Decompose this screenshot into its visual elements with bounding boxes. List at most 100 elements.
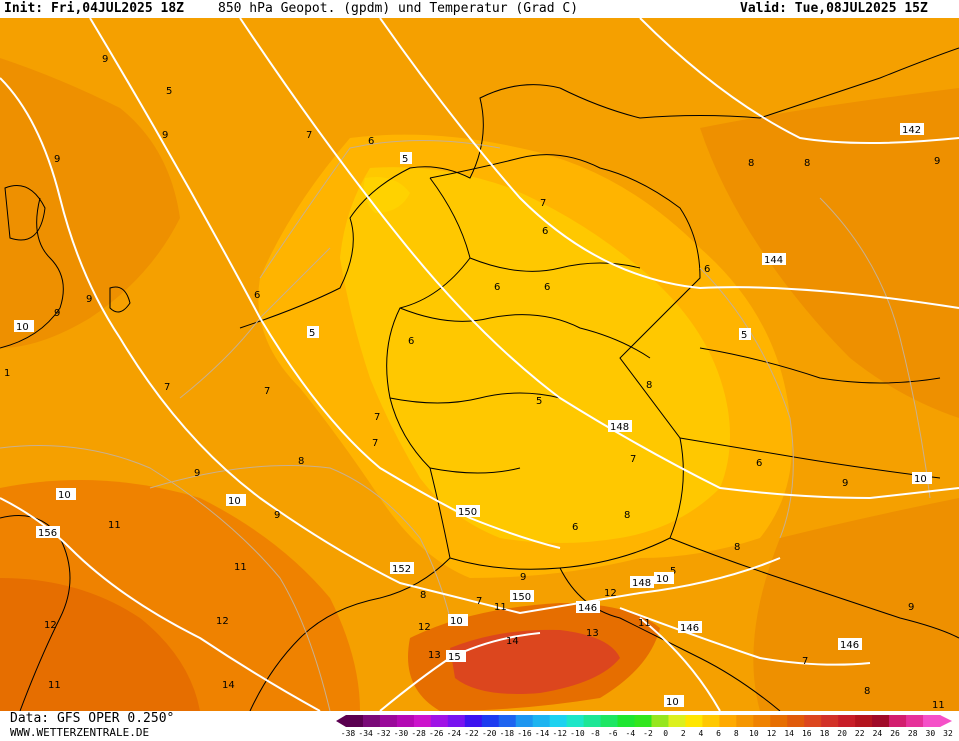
colorbar-tick: -18 — [499, 729, 515, 738]
temperature-label: 6 — [494, 282, 500, 293]
temperature-label: 12 — [216, 616, 229, 627]
colorbar-swatch — [481, 715, 500, 727]
temperature-label: 9 — [162, 130, 168, 141]
temperature-label: 7 — [264, 386, 270, 397]
temperature-label: 9 — [274, 510, 280, 521]
temp-field-alps-hot — [450, 629, 620, 694]
temperature-label: 10 — [56, 488, 76, 501]
svg-text:6: 6 — [542, 226, 548, 237]
temperature-label: 5 — [166, 86, 172, 97]
colorbar-tick: 30 — [925, 729, 936, 738]
temperature-label: 9 — [908, 602, 914, 613]
temperature-label: 13 — [428, 650, 441, 661]
svg-text:7: 7 — [630, 454, 636, 465]
temperature-label: 5 — [536, 396, 542, 407]
svg-text:9: 9 — [520, 572, 526, 583]
geopotential-label: 156 — [36, 526, 60, 539]
colorbar-swatch — [855, 715, 873, 727]
colorbar-tick: -34 — [358, 729, 373, 738]
svg-text:9: 9 — [842, 478, 848, 489]
colorbar-tick: 18 — [819, 729, 830, 738]
svg-text:9: 9 — [274, 510, 280, 521]
temperature-label: 7 — [540, 198, 546, 209]
colorbar-tick: -26 — [429, 729, 444, 738]
temperature-label: 10 — [912, 472, 932, 485]
colorbar-swatch — [821, 715, 839, 727]
colorbar-swatch — [923, 715, 941, 727]
temperature-label: 5 — [670, 566, 676, 577]
geopotential-label: 150 — [510, 590, 534, 603]
temperature-label: 7 — [164, 382, 170, 393]
svg-text:13: 13 — [428, 650, 441, 661]
colorbar-swatch — [702, 715, 720, 727]
temperature-label: 8 — [420, 590, 426, 601]
temperature-label: 6 — [544, 282, 550, 293]
colorbar-tick: 12 — [766, 729, 777, 738]
temperature-label: 5 — [400, 152, 412, 165]
temperature-label: 8 — [298, 456, 304, 467]
colorbar-swatch — [719, 715, 737, 727]
colorbar-tick: 6 — [716, 729, 721, 738]
colorbar-tick: -32 — [376, 729, 391, 738]
colorbar-tick: 26 — [890, 729, 900, 738]
temperature-label: 5 — [307, 326, 319, 339]
colorbar-swatch — [906, 715, 924, 727]
svg-text:6: 6 — [408, 336, 414, 347]
svg-text:9: 9 — [194, 468, 200, 479]
geopotential-label-layer: 142 144 146 146 146 148 148 150 150 152 … — [36, 123, 924, 651]
data-source: Data: GFS OPER 0.250° — [10, 711, 175, 726]
colorbar-swatch — [872, 715, 890, 727]
svg-text:144: 144 — [764, 255, 783, 266]
colorbar-tick: -30 — [393, 729, 409, 738]
geopotential-label: 148 — [630, 576, 654, 589]
temperature-label: 6 — [704, 264, 710, 275]
colorbar-tick: 32 — [943, 729, 953, 738]
svg-text:11: 11 — [48, 680, 61, 691]
temperature-label: 10 — [14, 320, 34, 333]
colorbar-tick: 0 — [663, 729, 669, 738]
temperature-label: 14 — [222, 680, 235, 691]
colorbar-tick: 28 — [907, 729, 918, 738]
svg-text:11: 11 — [638, 618, 651, 629]
geopotential-label: 148 — [608, 420, 632, 433]
temperature-label: 8 — [864, 686, 870, 697]
svg-text:8: 8 — [864, 686, 870, 697]
svg-text:148: 148 — [610, 422, 629, 433]
temperature-label: 9 — [54, 308, 60, 319]
colorbar-tick: -14 — [534, 729, 550, 738]
svg-text:7: 7 — [164, 382, 170, 393]
svg-text:6: 6 — [254, 290, 260, 301]
colorbar-swatch — [668, 715, 686, 727]
temperature-label: 9 — [54, 154, 60, 165]
svg-text:15: 15 — [448, 652, 461, 663]
temperature-label: 10 — [448, 614, 468, 627]
temperature-label: 9 — [194, 468, 200, 479]
temperature-label: 11 — [234, 562, 247, 573]
svg-text:8: 8 — [646, 380, 652, 391]
svg-text:5: 5 — [309, 328, 315, 339]
map-footer: Data: GFS OPER 0.250° WWW.WETTERZENTRALE… — [0, 711, 959, 741]
colorbar-swatch — [346, 715, 364, 727]
colorbar-right-arrow — [940, 715, 952, 727]
svg-text:146: 146 — [840, 640, 859, 651]
colorbar-left-arrow — [336, 715, 346, 727]
temperature-colorbar — [336, 715, 952, 727]
colorbar-swatch — [685, 715, 703, 727]
temperature-label: 8 — [624, 510, 630, 521]
svg-text:11: 11 — [234, 562, 247, 573]
colorbar-swatch — [804, 715, 822, 727]
svg-text:9: 9 — [54, 308, 60, 319]
temperature-label-layer: 5 5 5 5 5 5 6 6 6 6 6 6 6 6 6 7 7 7 7 7 … — [4, 54, 945, 711]
svg-text:148: 148 — [632, 578, 651, 589]
colorbar-swatch — [566, 715, 585, 727]
svg-text:6: 6 — [368, 136, 374, 147]
svg-text:6: 6 — [704, 264, 710, 275]
temperature-label: 11 — [48, 680, 61, 691]
svg-text:5: 5 — [402, 154, 408, 165]
colorbar-swatch — [889, 715, 907, 727]
colorbar-tick: -38 — [340, 729, 356, 738]
svg-text:9: 9 — [908, 602, 914, 613]
colorbar-swatch — [753, 715, 771, 727]
colorbar-tick: -22 — [464, 729, 479, 738]
